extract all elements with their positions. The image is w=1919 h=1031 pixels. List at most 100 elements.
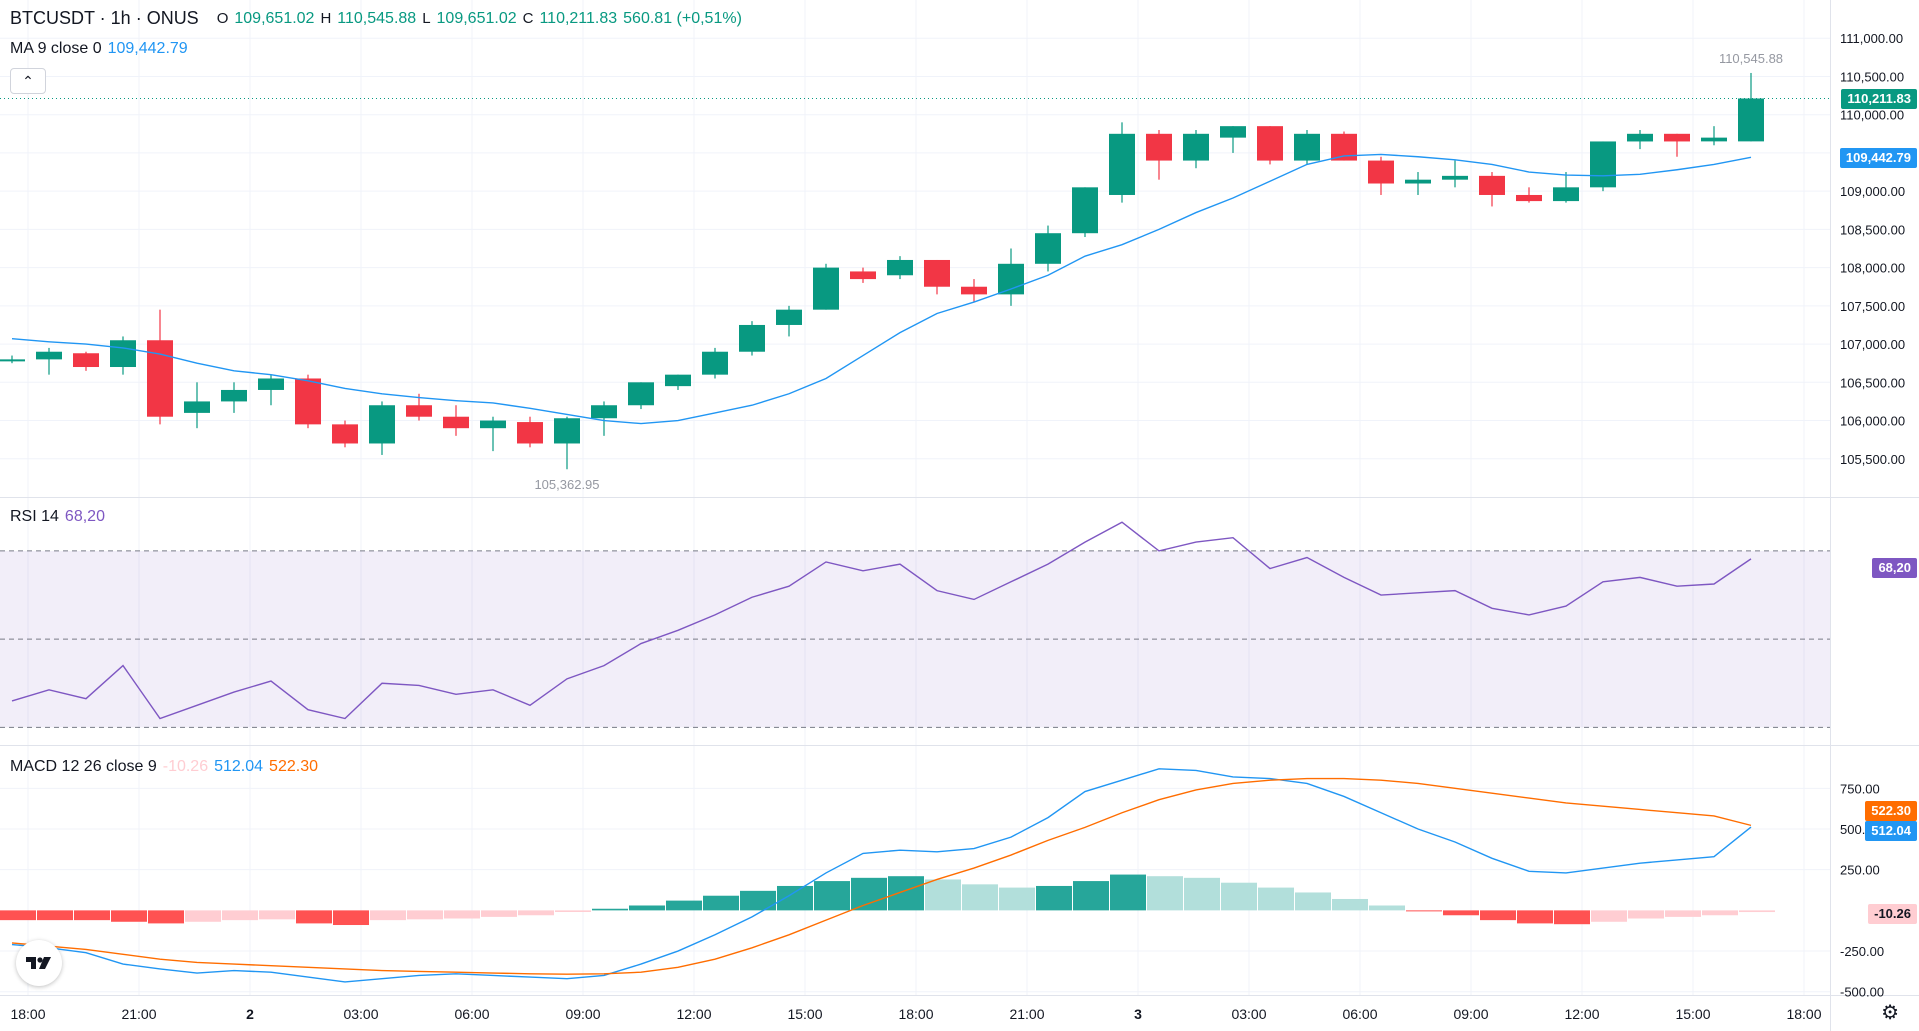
macd-histogram-bar <box>1739 910 1775 913</box>
macd-line-tag: 512.04 <box>1865 821 1917 841</box>
macd-histogram-bar <box>555 910 591 912</box>
rsi-line <box>11 521 1752 720</box>
ma-price-tag: 109,442.79 <box>1839 148 1917 168</box>
candle-body <box>887 259 913 276</box>
rsi-legend[interactable]: RSI 14 68,20 <box>10 508 105 526</box>
tradingview-logo[interactable] <box>16 940 62 986</box>
candle-body <box>1442 175 1468 180</box>
candle-body <box>1183 133 1209 161</box>
x-tick-label: 18:00 <box>1786 1006 1821 1022</box>
macd-histogram-bar <box>1665 910 1701 917</box>
symbol-title[interactable]: BTCUSDT · 1h · ONUS <box>10 8 199 28</box>
price-y-tick-label: 107,000.00 <box>1840 337 1905 352</box>
candle-body <box>443 416 469 429</box>
high-annotation: 110,545.88 <box>1719 51 1783 66</box>
macd-histogram-bar <box>592 908 628 911</box>
candle-body <box>1479 175 1505 195</box>
macd-histogram-bar <box>1591 910 1627 922</box>
price-y-tick-label: 107,500.00 <box>1840 299 1905 314</box>
macd-histogram-bar <box>444 910 480 919</box>
last-price-tag: 110,211.83 <box>1841 89 1917 109</box>
x-tick-label: 2 <box>246 1006 254 1022</box>
macd-legend-hist: -10.26 <box>162 758 209 775</box>
macd-histogram-bar <box>1517 910 1553 924</box>
macd-histogram-bar <box>1036 885 1072 911</box>
candle-body <box>924 259 950 287</box>
macd-histogram-bar <box>1406 910 1442 912</box>
price-y-tick-label: 109,000.00 <box>1840 184 1905 199</box>
ma-legend[interactable]: MA 9 close 0 109,442.79 <box>10 40 188 58</box>
macd-signal-tag: 522.30 <box>1865 801 1917 821</box>
candle-body <box>850 271 876 280</box>
macd-histogram-bar <box>999 887 1035 911</box>
candle-body <box>1627 133 1653 142</box>
macd-histogram-bar <box>962 884 998 911</box>
macd-histogram-bar <box>888 876 924 911</box>
macd-histogram-bar <box>518 910 554 916</box>
candle-body <box>110 340 136 368</box>
macd-y-tick-label: -500.00 <box>1840 985 1884 1000</box>
x-tick-label: 15:00 <box>1675 1006 1710 1022</box>
macd-legend-macd: 512.04 <box>214 758 264 775</box>
main-legend: BTCUSDT · 1h · ONUS O 109,651.02 H 110,545… <box>10 8 742 29</box>
candle-body <box>73 353 99 368</box>
macd-histogram-bar <box>1184 877 1220 911</box>
collapse-legend-button[interactable]: ⌃ <box>10 68 46 94</box>
candle-body <box>295 378 321 425</box>
x-tick-label: 18:00 <box>898 1006 933 1022</box>
x-tick-label: 21:00 <box>1009 1006 1044 1022</box>
macd-histogram-bar <box>1110 874 1146 911</box>
price-y-tick-label: 106,500.00 <box>1840 375 1905 390</box>
low-annotation: 105,362.95 <box>534 477 599 492</box>
candle-body <box>1072 187 1098 234</box>
macd-histogram-bar <box>1295 892 1331 911</box>
candle-body <box>1664 133 1690 142</box>
x-tick-label: 06:00 <box>454 1006 489 1022</box>
candle-body <box>258 378 284 390</box>
high-label: H <box>320 10 332 27</box>
x-tick-label: 12:00 <box>676 1006 711 1022</box>
low-label: L <box>422 10 431 27</box>
x-tick-label: 18:00 <box>10 1006 45 1022</box>
ma-legend-value: 109,442.79 <box>107 40 188 57</box>
close-label: C <box>522 10 534 27</box>
candle-body <box>406 405 432 417</box>
macd-histogram-bar <box>1628 910 1664 919</box>
candle-body <box>1738 98 1764 142</box>
price-y-tick-label: 108,500.00 <box>1840 222 1905 237</box>
macd-histogram-bar <box>740 890 776 911</box>
macd-legend-signal: 522.30 <box>269 758 318 775</box>
macd-line <box>11 768 1752 983</box>
macd-histogram-bar <box>666 900 702 911</box>
candle-body <box>628 382 654 406</box>
price-y-tick-label: 108,000.00 <box>1840 261 1905 276</box>
candle-body <box>665 374 691 387</box>
macd-histogram-bar <box>407 910 443 920</box>
chevron-up-icon: ⌃ <box>22 72 34 89</box>
candle-body <box>1701 137 1727 142</box>
macd-histogram-bar <box>370 910 406 921</box>
macd-histogram-bar <box>222 910 258 921</box>
macd-histogram-bar <box>777 885 813 911</box>
x-tick-label: 03:00 <box>343 1006 378 1022</box>
macd-histogram-bar <box>1480 910 1516 921</box>
x-tick-label: 21:00 <box>121 1006 156 1022</box>
macd-histogram-bar <box>74 910 110 921</box>
price-y-tick-label: 110,500.00 <box>1840 69 1904 84</box>
candle-body <box>36 351 62 360</box>
open-value: 109,651.02 <box>234 9 315 27</box>
candle-body <box>591 405 617 419</box>
candle-body <box>147 340 173 417</box>
rsi-legend-value: 68,20 <box>64 508 105 525</box>
price-y-tick-label: 105,500.00 <box>1840 452 1905 467</box>
candle-body <box>554 418 580 444</box>
settings-gear-icon[interactable]: ⚙ <box>1881 1002 1899 1024</box>
macd-histogram-bar <box>333 910 369 926</box>
candle-body <box>221 389 247 402</box>
candle-body <box>1257 126 1283 161</box>
macd-legend[interactable]: MACD 12 26 close 9 -10.26 512.04 522.30 <box>10 758 318 776</box>
change-value: 560.81 (+0,51%) <box>623 9 742 27</box>
rsi-legend-name: RSI 14 <box>10 508 59 525</box>
macd-histogram-bar <box>1147 876 1183 911</box>
